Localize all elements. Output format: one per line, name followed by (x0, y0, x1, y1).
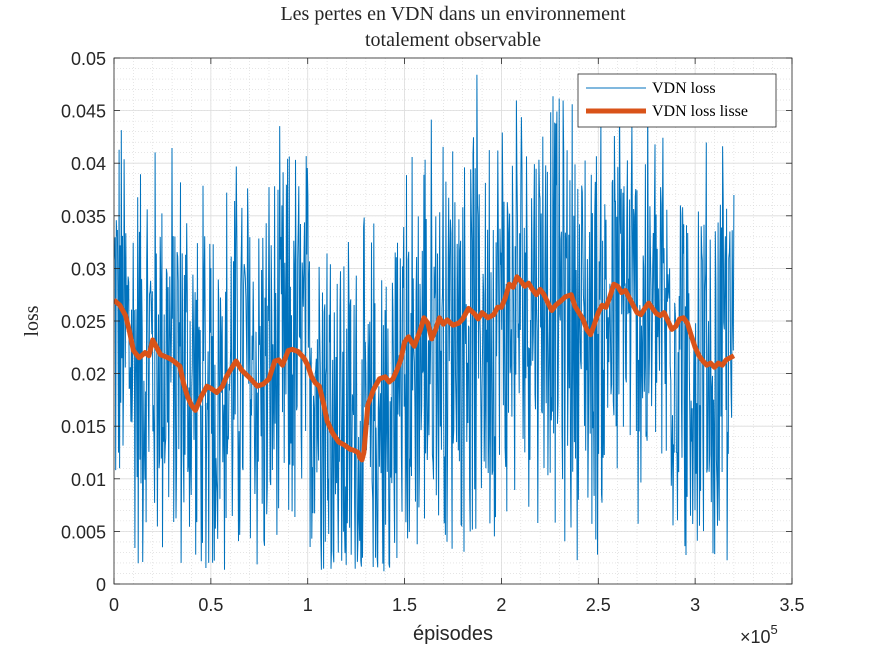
legend-label-vdn-loss-lisse: VDN loss lisse (652, 103, 748, 120)
series-line-vdn-loss (114, 74, 735, 572)
y-axis-label: loss (21, 305, 43, 336)
y-tick-label: 0.01 (71, 470, 106, 490)
y-tick-label: 0.025 (61, 312, 106, 332)
x-axis-exponent-power: 5 (771, 622, 778, 637)
series-line-vdn-loss-lisse (114, 274, 736, 463)
y-tick-label: 0.035 (61, 207, 106, 227)
x-axis-label: épisodes (413, 623, 493, 645)
axis-ticks (113, 57, 793, 585)
y-tick-label: 0.045 (61, 102, 106, 122)
x-tick-labels: 0 0.5 1 1.5 2 2.5 3 3.5 (109, 595, 805, 615)
y-tick-label: 0 (96, 575, 106, 595)
x-tick-label: 3.5 (779, 595, 804, 615)
x-tick-label: 1 (303, 595, 313, 615)
y-tick-label: 0.02 (71, 365, 106, 385)
x-tick-label: 0.5 (198, 595, 223, 615)
y-tick-label: 0.03 (71, 259, 106, 279)
x-tick-label: 2.5 (586, 595, 611, 615)
x-tick-label: 2 (496, 595, 506, 615)
y-tick-label: 0.005 (61, 522, 106, 542)
x-tick-label: 0 (109, 595, 119, 615)
y-tick-label: 0.015 (61, 417, 106, 437)
legend: VDN loss VDN loss lisse (577, 73, 777, 128)
x-tick-label: 3 (690, 595, 700, 615)
y-tick-label: 0.05 (71, 49, 106, 69)
y-tick-label: 0.04 (71, 154, 106, 174)
x-axis-exponent-base: ×10 (740, 627, 771, 647)
x-axis-exponent: ×105 (740, 622, 778, 647)
chart-title-line2: totalement observable (365, 29, 541, 51)
y-tick-labels: 0 0.005 0.01 0.015 0.02 0.025 0.03 0.035 0.04 0.0… (61, 49, 106, 595)
legend-label-vdn-loss: VDN loss (652, 80, 716, 97)
legend-box (577, 73, 777, 128)
x-tick-label: 1.5 (392, 595, 417, 615)
chart-title-line1: Les pertes en VDN dans un environnement (280, 3, 626, 25)
